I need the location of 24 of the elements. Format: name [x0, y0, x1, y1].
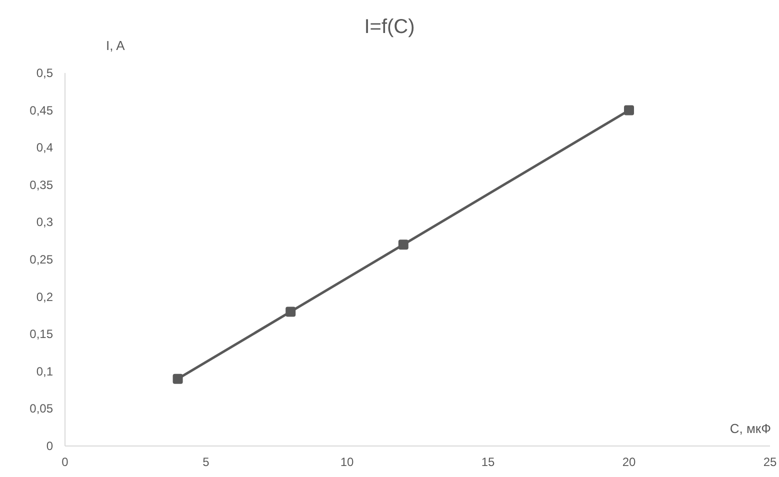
y-tick-label: 0,2 — [36, 290, 54, 304]
y-tick-label: 0,05 — [30, 402, 54, 416]
y-tick-label: 0,5 — [36, 66, 54, 80]
point — [624, 105, 634, 116]
x-tick-label: 15 — [481, 455, 495, 469]
x-tick-label: 10 — [340, 455, 354, 469]
y-tick-label: 0,4 — [36, 140, 54, 155]
y-tick-label: 0,25 — [30, 252, 54, 266]
x-tick-label: 5 — [202, 455, 210, 469]
y-tick-label: 0,45 — [30, 103, 54, 118]
y-tick-label: 0 — [46, 439, 54, 453]
x-tick-label: 25 — [763, 455, 777, 469]
x-axis-title: C, мкФ — [730, 421, 771, 436]
y-axis-title: I, A — [106, 38, 125, 53]
point — [286, 306, 296, 317]
chart-title: I=f(C) — [363, 16, 416, 39]
point — [398, 240, 408, 250]
point — [172, 374, 183, 384]
y-tick-label: 0,1 — [36, 364, 54, 378]
y-tick-label: 0,3 — [36, 215, 54, 230]
x-tick-label: 0 — [62, 455, 69, 469]
y-tick-label: 0,15 — [30, 327, 54, 342]
x-tick-label: 20 — [622, 455, 636, 469]
y-tick-label: 0,35 — [30, 178, 54, 192]
